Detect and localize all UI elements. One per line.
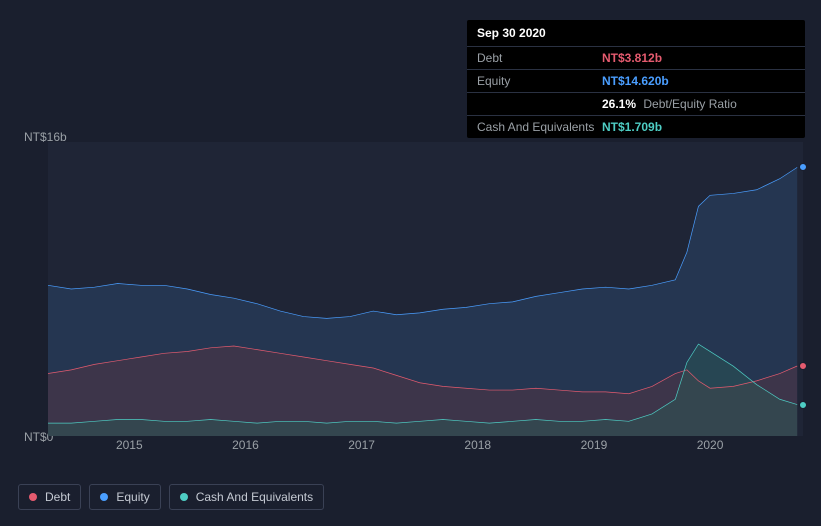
info-label: Equity <box>477 74 602 88</box>
info-panel-date: Sep 30 2020 <box>467 20 805 47</box>
x-axis-label: 2017 <box>348 438 375 452</box>
series-end-marker <box>799 401 807 409</box>
legend-dot-icon <box>29 493 37 501</box>
x-axis-label: 2016 <box>232 438 259 452</box>
x-axis-label: 2020 <box>697 438 724 452</box>
chart-plot-area[interactable] <box>48 142 803 436</box>
info-label: Debt <box>477 51 602 65</box>
legend-label: Cash And Equivalents <box>196 490 313 504</box>
series-end-marker <box>799 362 807 370</box>
legend-item-equity[interactable]: Equity <box>89 484 160 510</box>
x-axis-label: 2015 <box>116 438 143 452</box>
info-row-debt: Debt NT$3.812b <box>467 47 805 70</box>
x-axis-label: 2019 <box>581 438 608 452</box>
legend-item-debt[interactable]: Debt <box>18 484 81 510</box>
info-ratio-value: 26.1% <box>602 97 636 111</box>
info-value-equity: NT$14.620b <box>602 74 669 88</box>
info-ratio-label: Debt/Equity Ratio <box>643 97 736 111</box>
legend-label: Equity <box>116 490 149 504</box>
info-label <box>477 97 602 111</box>
chart-container: NT$16b NT$0 201520162017201820192020 <box>18 120 803 476</box>
info-value-debt: NT$3.812b <box>602 51 662 65</box>
legend-item-cash[interactable]: Cash And Equivalents <box>169 484 324 510</box>
x-axis-labels: 2015 2016 2017 2018 2019 2020 <box>48 438 803 458</box>
chart-svg <box>48 142 803 436</box>
x-axis-label: 2018 <box>464 438 491 452</box>
info-row-ratio: 26.1% Debt/Equity Ratio <box>467 93 805 116</box>
legend-dot-icon <box>100 493 108 501</box>
legend-label: Debt <box>45 490 70 504</box>
info-row-equity: Equity NT$14.620b <box>467 70 805 93</box>
legend-dot-icon <box>180 493 188 501</box>
chart-legend: Debt Equity Cash And Equivalents <box>18 484 324 510</box>
series-end-marker <box>799 163 807 171</box>
